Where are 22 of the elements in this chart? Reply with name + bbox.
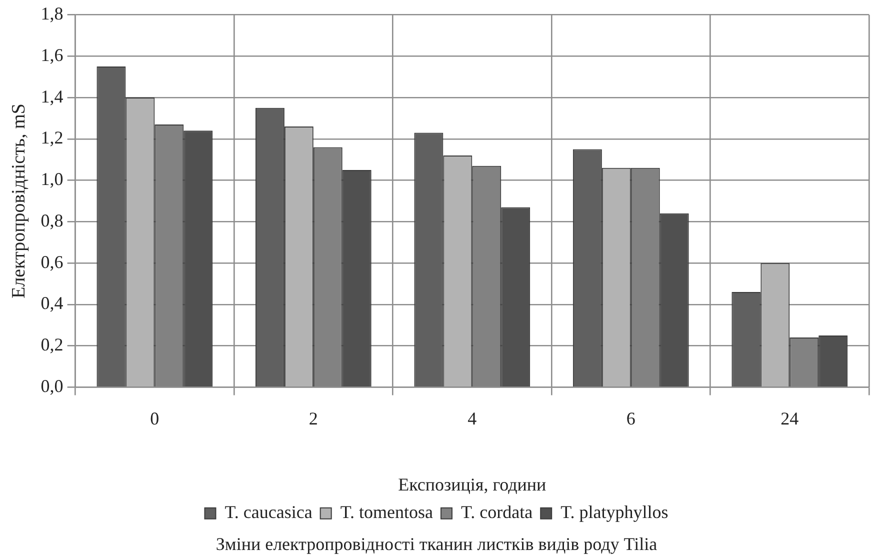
legend-label: T. tomentosa xyxy=(340,502,433,522)
legend-label: T. platyphyllos xyxy=(560,502,668,522)
y-axis-title: Електропровідність, mS xyxy=(8,104,30,298)
text: Зміни електропровідності тканин листків видів роду Tilia xyxy=(216,534,658,554)
y-tick-label: 0,0 xyxy=(40,376,64,396)
y-tick-label: 0,6 xyxy=(40,252,64,272)
y-tick-label: 1,8 xyxy=(40,4,64,24)
x-tick-label: 6 xyxy=(626,408,636,429)
y-tick-label: 1,4 xyxy=(40,86,64,106)
x-tick-label: 24 xyxy=(780,408,799,429)
legend-label: T. cordata xyxy=(460,502,533,522)
y-tick-label: 0,2 xyxy=(40,334,64,355)
x-tick-label: 0 xyxy=(150,408,160,429)
x-tick-label: 4 xyxy=(468,408,477,429)
y-tick-label: 1,0 xyxy=(40,169,64,190)
y-tick-label: 0,4 xyxy=(40,293,64,314)
y-tick-label: 1,2 xyxy=(40,128,64,148)
y-tick-label: 0,8 xyxy=(40,210,64,230)
x-tick-label: 2 xyxy=(308,408,318,429)
y-tick-label: 1,6 xyxy=(40,44,64,65)
x-axis-title: Експозиція, години xyxy=(398,474,547,494)
legend-label: T. caucasica xyxy=(224,502,312,522)
